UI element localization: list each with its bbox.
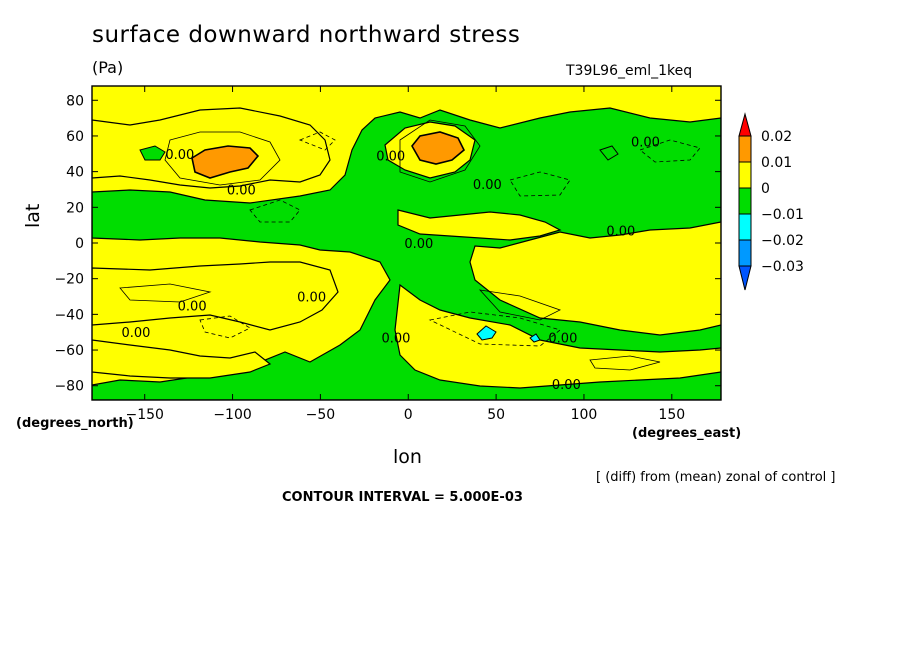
contour-label: 0.00 (473, 178, 502, 193)
field-negative-blob-b (599, 145, 619, 161)
y-tick-label: −60 (54, 343, 84, 359)
colorbar-label: 0.01 (761, 155, 792, 171)
x-tick-label: 0 (404, 407, 413, 423)
y-tick-label: −40 (54, 307, 84, 323)
contour-label: 0.00 (297, 291, 326, 306)
colorbar-swatch (738, 135, 752, 163)
y-axis-label: lat (22, 203, 44, 228)
x-tick-label: −150 (125, 407, 163, 423)
y-tick-label: −80 (54, 379, 84, 395)
colorbar-swatch (738, 161, 752, 189)
x-tick-label: 50 (487, 407, 505, 423)
contour-label: 0.00 (404, 237, 433, 252)
y-tick-label: 80 (66, 93, 84, 109)
colorbar-top-arrow (738, 112, 752, 137)
contour-labels: 0.00 0.00 0.00 0.00 0.00 0.00 0.00 0.00 0.00 0.00… (121, 135, 659, 393)
colorbar: 0.02 0.01 0 −0.01 −0.02 −0.03 (738, 112, 804, 291)
experiment-label: T39L96_eml_1keq (566, 63, 693, 79)
colorbar-label: −0.02 (761, 233, 804, 249)
colorbar-label: 0 (761, 181, 770, 197)
chart-units: (Pa) (92, 58, 124, 77)
colorbar-label: 0.02 (761, 129, 792, 145)
diff-note: [ (diff) from (mean) zonal of control ] (596, 470, 836, 485)
y-tick-label: −20 (54, 272, 84, 288)
contour-label: 0.00 (381, 332, 410, 347)
field-high-east (411, 131, 465, 165)
contour-label: 0.00 (227, 183, 256, 198)
colorbar-label: −0.01 (761, 207, 804, 223)
colorbar-label: −0.03 (761, 259, 804, 275)
y-tick-label: 0 (75, 236, 84, 252)
contour-label: 0.00 (121, 326, 150, 341)
y-tick-label: 60 (66, 129, 84, 145)
x-tick-label: 150 (658, 407, 685, 423)
field-positive-south-c (92, 339, 272, 379)
x-axis-label: lon (393, 446, 422, 468)
contour-label: 0.00 (606, 225, 635, 240)
field-negative-blob-a (139, 145, 166, 161)
x-tick-label: −100 (213, 407, 251, 423)
negative-contours (199, 131, 701, 347)
contour-label: 0.00 (376, 150, 405, 165)
y-axis: −80 −60 −40 −20 0 20 40 60 80 (54, 93, 721, 395)
colorbar-swatch (738, 187, 752, 215)
colorbar-bottom-arrow (738, 265, 752, 291)
contour-field (92, 86, 721, 400)
contour-label: 0.00 (165, 148, 194, 163)
positive-contours (119, 119, 661, 371)
contour-label: 0.00 (548, 332, 577, 347)
field-positive-equator (397, 209, 562, 241)
contour-label: 0.00 (631, 135, 660, 150)
field-low-a (476, 325, 497, 341)
x-axis-units: (degrees_east) (632, 426, 742, 441)
colorbar-swatch (738, 213, 752, 241)
field-positive-south-a (92, 261, 339, 331)
contour-interval: CONTOUR INTERVAL = 5.000E-03 (282, 490, 523, 505)
field-low-b (529, 333, 541, 343)
contour-label: 0.00 (552, 378, 581, 393)
y-axis-units: (degrees_north) (16, 416, 134, 431)
y-tick-label: 20 (66, 200, 84, 216)
field-positive-north-a (92, 107, 331, 189)
x-tick-label: −50 (306, 407, 336, 423)
chart-title: surface downward northward stress (92, 22, 521, 48)
field-positive-south-b (394, 283, 721, 389)
x-tick-label: 100 (571, 407, 598, 423)
field-negative-main (92, 107, 721, 400)
y-tick-label: 40 (66, 165, 84, 181)
field-high-west (191, 145, 260, 179)
contour-label: 0.00 (178, 299, 207, 314)
x-axis: −150 −100 −50 0 50 100 150 (125, 86, 685, 423)
colorbar-swatch (738, 239, 752, 267)
